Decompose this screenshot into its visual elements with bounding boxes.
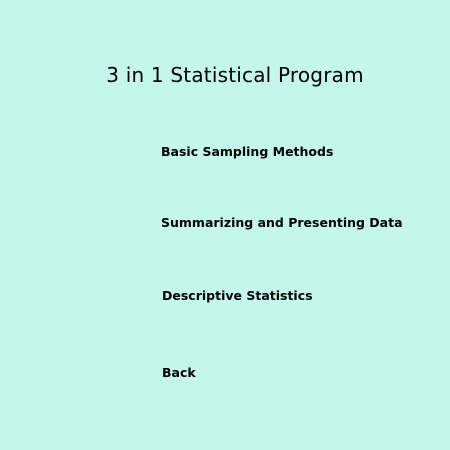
basic-sampling-methods-button[interactable]: Basic Sampling Methods [161, 144, 334, 159]
summarizing-and-presenting-data-button[interactable]: Summarizing and Presenting Data [161, 215, 403, 230]
page-title: 3 in 1 Statistical Program [106, 63, 364, 87]
back-button[interactable]: Back [162, 365, 196, 380]
descriptive-statistics-button[interactable]: Descriptive Statistics [162, 288, 313, 303]
